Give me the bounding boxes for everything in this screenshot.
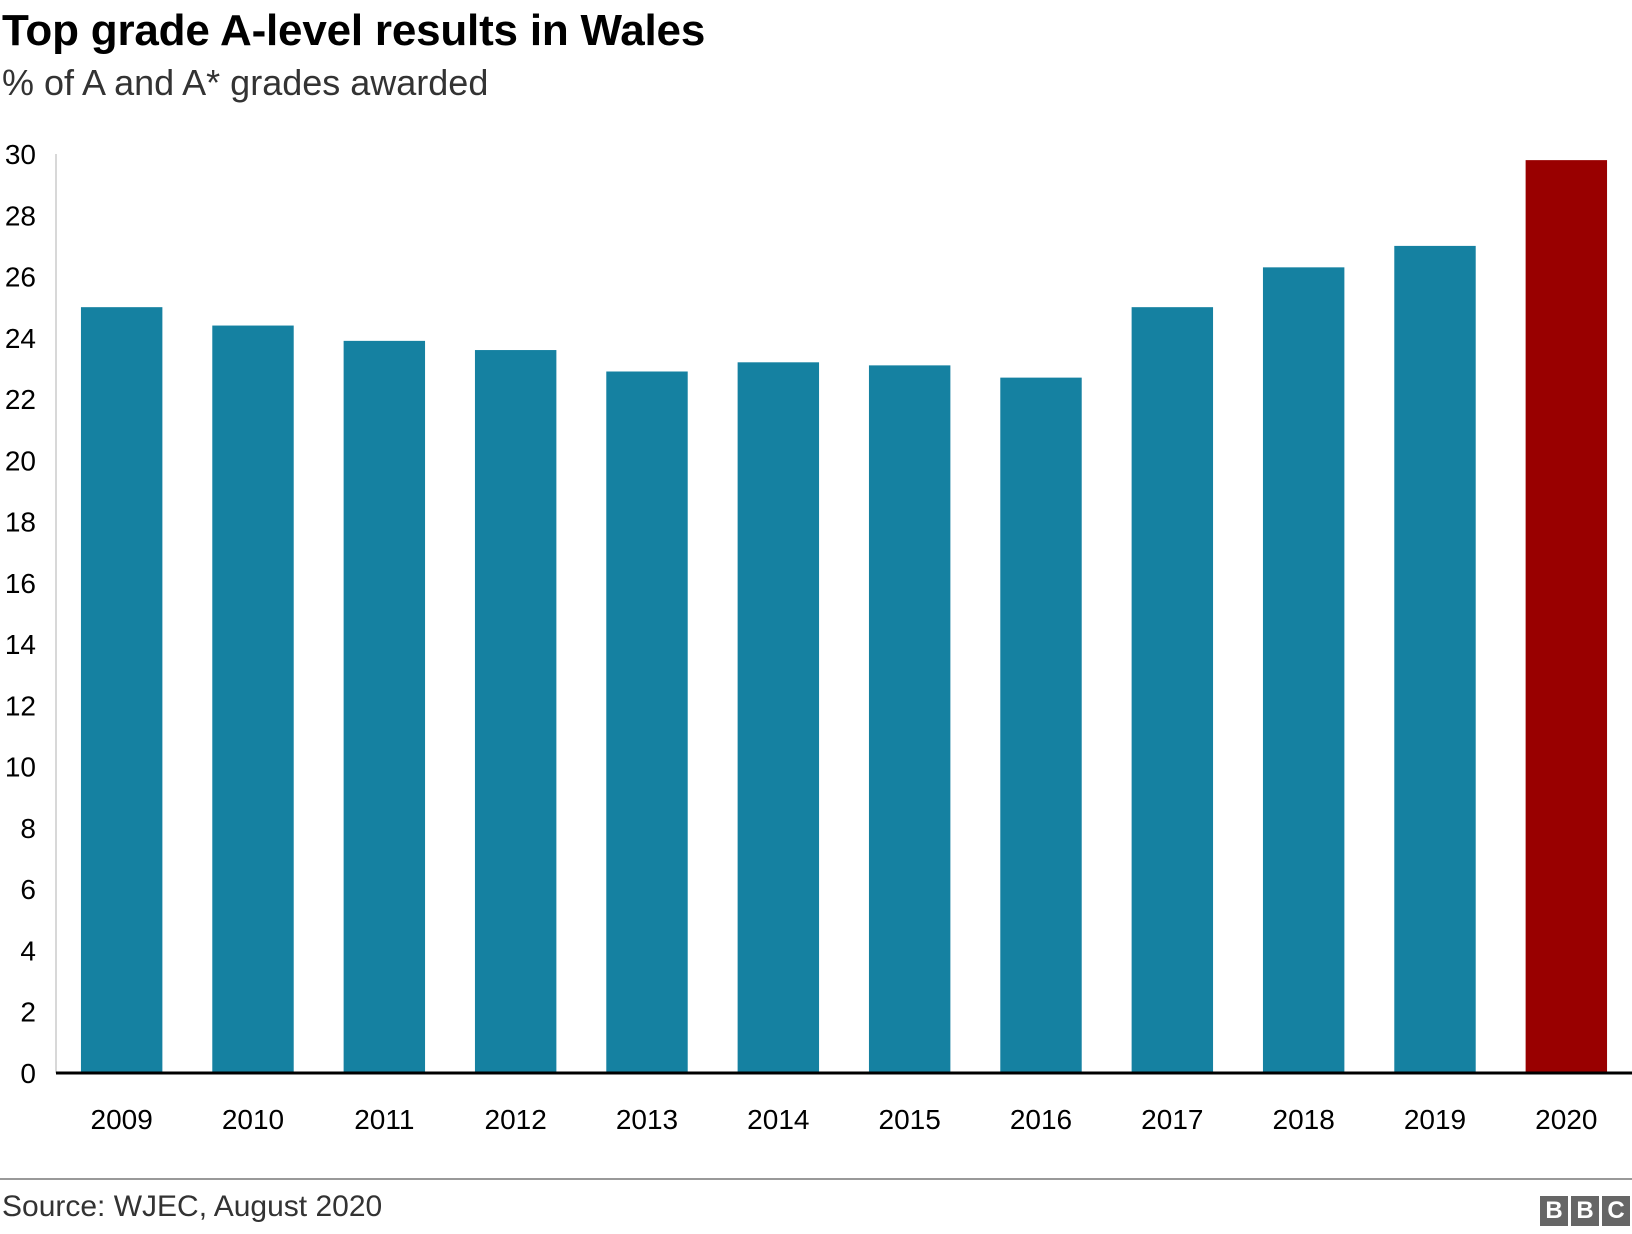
x-tick-label: 2020 [1535,1104,1597,1135]
y-tick-label: 22 [5,384,36,415]
logo-letter: B [1571,1196,1599,1226]
y-tick-label: 28 [5,200,36,231]
chart-title: Top grade A-level results in Wales [2,6,706,55]
source-note: Source: WJEC, August 2020 [2,1190,383,1223]
y-tick-label: 0 [20,1058,36,1089]
y-tick-label: 20 [5,445,36,476]
bar [212,325,294,1074]
bar [474,350,557,1073]
x-tick-label: 2012 [485,1104,547,1135]
bar [80,307,163,1074]
y-tick-label: 24 [5,323,36,354]
bar [343,340,426,1073]
bar [737,362,820,1074]
x-tick-label: 2010 [222,1104,284,1135]
y-tick-label: 10 [5,752,36,783]
bar [1525,160,1608,1074]
bar [606,371,688,1073]
chart-subtitle: % of A and A* grades awarded [2,62,489,103]
y-tick-label: 18 [5,507,36,538]
bbc-logo: B B C [1540,1196,1630,1226]
bar [868,365,951,1073]
bar [1131,307,1214,1074]
y-tick-label: 2 [20,997,36,1028]
x-tick-label: 2017 [1141,1104,1203,1135]
x-tick-label: 2019 [1404,1104,1466,1135]
logo-letter: B [1540,1196,1568,1226]
bar [1394,245,1476,1073]
x-tick-label: 2018 [1273,1104,1335,1135]
x-tick-label: 2009 [91,1104,153,1135]
bar [1262,267,1345,1073]
x-tick-label: 2014 [747,1104,809,1135]
y-tick-label: 4 [20,935,36,966]
x-tick-label: 2015 [879,1104,941,1135]
logo-letter: C [1602,1196,1630,1226]
y-tick-label: 26 [5,262,36,293]
y-tick-label: 8 [20,813,36,844]
y-tick-label: 30 [5,139,36,170]
x-tick-label: 2013 [616,1104,678,1135]
x-tick-label: 2011 [354,1104,414,1135]
footer-divider [0,1178,1632,1180]
y-tick-label: 14 [5,629,36,660]
x-tick-label: 2016 [1010,1104,1072,1135]
y-tick-label: 6 [20,874,36,905]
y-tick-label: 12 [5,690,36,721]
y-tick-label: 16 [5,568,36,599]
bar [1000,377,1082,1074]
